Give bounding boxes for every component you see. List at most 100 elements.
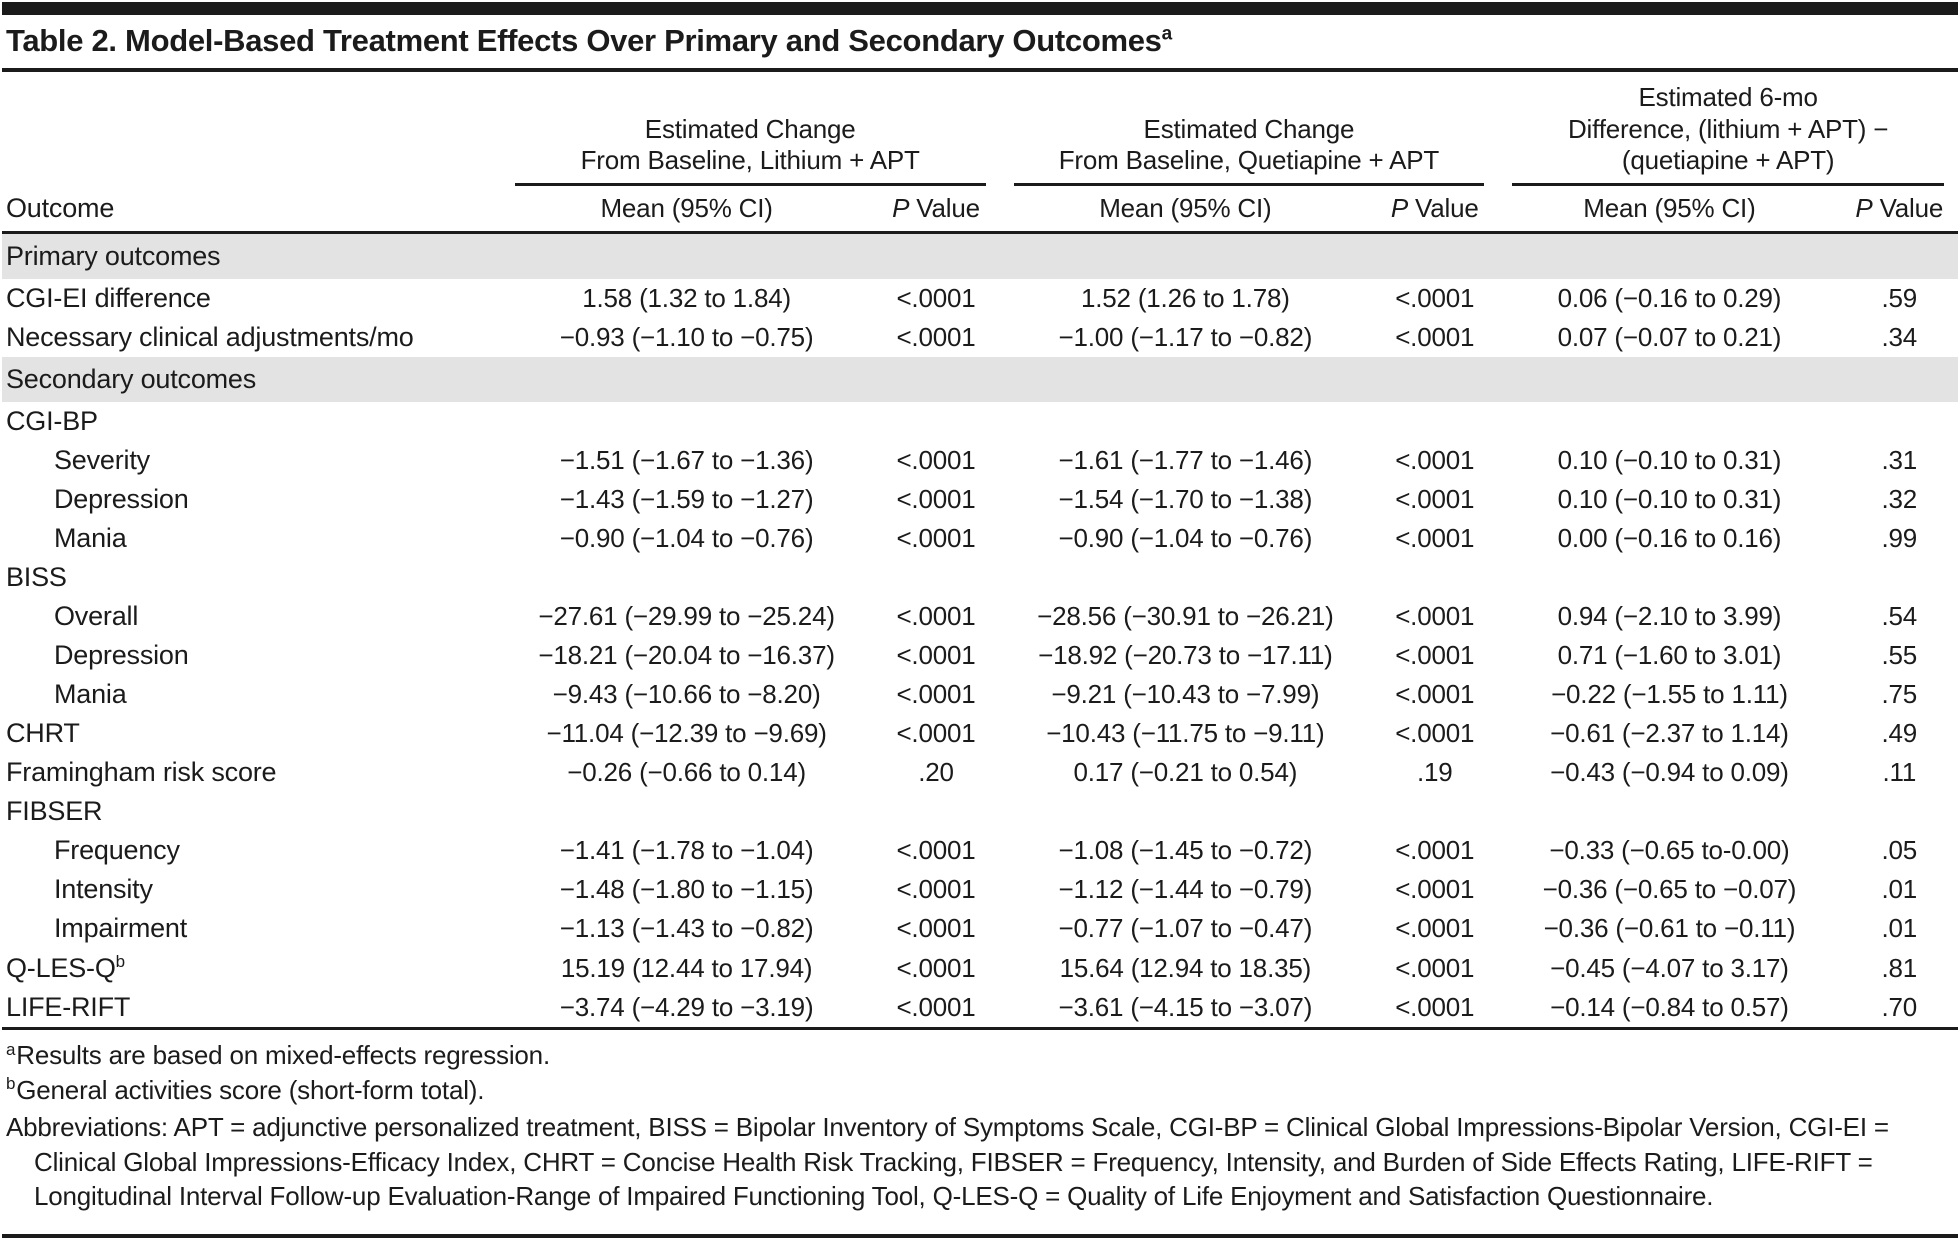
p-value-cell: <.0001 <box>1395 484 1475 515</box>
p-value-cell: <.0001 <box>1395 601 1475 632</box>
table-title: Table 2. Model-Based Treatment Effects O… <box>2 15 1958 72</box>
footnotes: aResults are based on mixed-effects regr… <box>2 1030 1958 1226</box>
p-value-cell: <.0001 <box>896 523 976 554</box>
footnote-a: aResults are based on mixed-effects regr… <box>6 1038 1954 1073</box>
mean-ci-cell: 0.10 (−0.10 to 0.31) <box>1557 445 1782 476</box>
p-value-cell <box>872 402 999 441</box>
outcome-label-superscript: b <box>115 952 125 972</box>
mean-ci-cell: −0.93 (−1.10 to −0.75) <box>559 322 814 353</box>
p-value-cell: <.0001 <box>896 679 976 710</box>
table-row: Q-LES-Qb 15.19 (12.44 to 17.94) <.0001 15.6… <box>2 948 1958 988</box>
column-group-difference: Estimated 6-mo Difference, (lithium + AP… <box>1498 72 1958 187</box>
outcome-label: Mania <box>54 679 127 710</box>
p-value-cell: <.0001 <box>1395 835 1475 866</box>
p-value-cell: <.0001 <box>896 283 976 314</box>
mean-ci-cell: −0.26 (−0.66 to 0.14) <box>567 757 806 788</box>
p-value-cell: .81 <box>1881 952 1918 983</box>
table-row: Depression −18.21 (−20.04 to −16.37) <.000… <box>2 636 1958 675</box>
column-header-outcome: Outcome <box>2 72 501 235</box>
table-header: Outcome Estimated Change From Baseline, … <box>2 72 1958 235</box>
column-header-pvalue-lithium: P Value <box>872 186 1000 235</box>
mean-ci-cell: 15.64 (12.94 to 18.35) <box>1059 952 1312 983</box>
mean-ci-cell: −1.43 (−1.59 to −1.27) <box>559 484 814 515</box>
mean-ci-cell <box>501 792 873 831</box>
p-value-cell: <.0001 <box>1395 679 1475 710</box>
section-row: Secondary outcomes <box>2 357 1958 403</box>
footnote-b-marker: b <box>6 1074 16 1094</box>
outcome-label: Impairment <box>54 913 188 944</box>
footnote-a-marker: a <box>6 1039 16 1059</box>
mean-ci-cell: 0.10 (−0.10 to 0.31) <box>1557 484 1782 515</box>
outcome-label: BISS <box>6 562 67 593</box>
table-row: CGI-EI difference 1.58 (1.32 to 1.84) <.00… <box>2 279 1958 318</box>
mean-ci-cell: 0.07 (−0.07 to 0.21) <box>1557 322 1782 353</box>
p-rest: Value <box>909 193 980 224</box>
mean-ci-cell: −10.43 (−11.75 to −9.11) <box>1046 718 1325 749</box>
mean-ci-cell: −0.90 (−1.04 to −0.76) <box>1058 523 1313 554</box>
outcome-label: Depression <box>54 640 189 671</box>
outcome-label: CGI-BP <box>6 406 98 437</box>
mean-ci-cell: −27.61 (−29.99 to −25.24) <box>538 601 835 632</box>
mean-ci-cell: −3.61 (−4.15 to −3.07) <box>1058 992 1313 1023</box>
mean-ci-cell: −1.41 (−1.78 to −1.04) <box>559 835 814 866</box>
mean-ci-cell: −0.14 (−0.84 to 0.57) <box>1550 992 1789 1023</box>
p-value-cell: <.0001 <box>1395 523 1475 554</box>
mean-ci-cell: −0.36 (−0.65 to −0.07) <box>1542 874 1797 905</box>
footnote-a-text: Results are based on mixed-effects regre… <box>16 1040 550 1071</box>
table-row: Necessary clinical adjustments/mo −0.93 (… <box>2 318 1958 357</box>
table-row: Frequency −1.41 (−1.78 to −1.04) <.0001 −1.… <box>2 831 1958 870</box>
table-bottom-border <box>2 1234 1958 1239</box>
section-label: Primary outcomes <box>2 232 1958 280</box>
p-value-cell <box>1841 792 1958 831</box>
footnote-b-text: General activities score (short-form tot… <box>16 1074 485 1105</box>
column-header-mean-difference: Mean (95% CI) <box>1498 186 1841 235</box>
outcome-label: Overall <box>54 601 139 632</box>
p-value-cell: .01 <box>1881 874 1918 905</box>
group-header-row: Outcome Estimated Change From Baseline, … <box>2 72 1958 235</box>
p-value-cell: .99 <box>1881 523 1918 554</box>
outcome-label: Intensity <box>54 874 153 905</box>
p-value-cell: .54 <box>1881 601 1918 632</box>
p-value-cell: <.0001 <box>896 835 976 866</box>
p-value-cell: <.0001 <box>1395 640 1475 671</box>
p-value-cell: <.0001 <box>896 718 976 749</box>
column-header-pvalue-difference: P Value <box>1840 186 1958 235</box>
p-value-cell: <.0001 <box>896 640 976 671</box>
mean-ci-cell: −9.21 (−10.43 to −7.99) <box>1051 679 1320 710</box>
mean-ci-cell: −1.08 (−1.45 to −0.72) <box>1058 835 1313 866</box>
p-value-cell: .59 <box>1881 283 1918 314</box>
p-value-cell: .75 <box>1881 679 1918 710</box>
table-row: Mania −0.90 (−1.04 to −0.76) <.0001 −0.90 (… <box>2 519 1958 558</box>
table-row: Depression −1.43 (−1.59 to −1.27) <.0001 −1… <box>2 480 1958 519</box>
outcome-label: LIFE-RIFT <box>6 992 131 1023</box>
outcome-label: Q-LES-Qb <box>6 952 125 984</box>
table-title-superscript: a <box>1161 23 1173 45</box>
p-italic: P <box>1390 193 1408 224</box>
outcome-label: Necessary clinical adjustments/mo <box>6 322 414 353</box>
outcome-label: CGI-EI difference <box>6 283 211 314</box>
mean-ci-cell <box>1498 402 1840 441</box>
p-value-cell: .49 <box>1881 718 1918 749</box>
p-value-cell: <.0001 <box>1395 718 1475 749</box>
column-header-mean-quetiapine: Mean (95% CI) <box>999 186 1372 235</box>
mean-ci-cell: −0.45 (−4.07 to 3.17) <box>1550 952 1789 983</box>
table-row: Framingham risk score −0.26 (−0.66 to 0.1… <box>2 753 1958 792</box>
mean-ci-cell: 0.06 (−0.16 to 0.29) <box>1557 283 1782 314</box>
p-value-cell: <.0001 <box>1395 952 1475 983</box>
section-label: Secondary outcomes <box>2 357 1958 403</box>
mean-ci-cell: 1.52 (1.26 to 1.78) <box>1081 283 1290 314</box>
p-value-cell <box>1371 402 1498 441</box>
mean-ci-cell <box>1498 792 1840 831</box>
table-row: Severity −1.51 (−1.67 to −1.36) <.0001 −1.6… <box>2 441 1958 480</box>
column-header-mean-lithium: Mean (95% CI) <box>500 186 873 235</box>
column-group-quetiapine: Estimated Change From Baseline, Quetiapi… <box>1000 72 1499 187</box>
footnote-b: bGeneral activities score (short-form to… <box>6 1073 1954 1108</box>
column-group-lithium-title: Estimated Change From Baseline, Lithium … <box>514 114 986 187</box>
table-row: Mania −9.43 (−10.66 to −8.20) <.0001 −9.21 … <box>2 675 1958 714</box>
mean-ci-cell: −28.56 (−30.91 to −26.21) <box>1037 601 1334 632</box>
mean-ci-cell: −1.61 (−1.77 to −1.46) <box>1058 445 1313 476</box>
outcome-label: FIBSER <box>6 796 103 827</box>
p-value-cell <box>1371 792 1498 831</box>
mean-ci-cell: −18.92 (−20.73 to −17.11) <box>1038 640 1333 671</box>
